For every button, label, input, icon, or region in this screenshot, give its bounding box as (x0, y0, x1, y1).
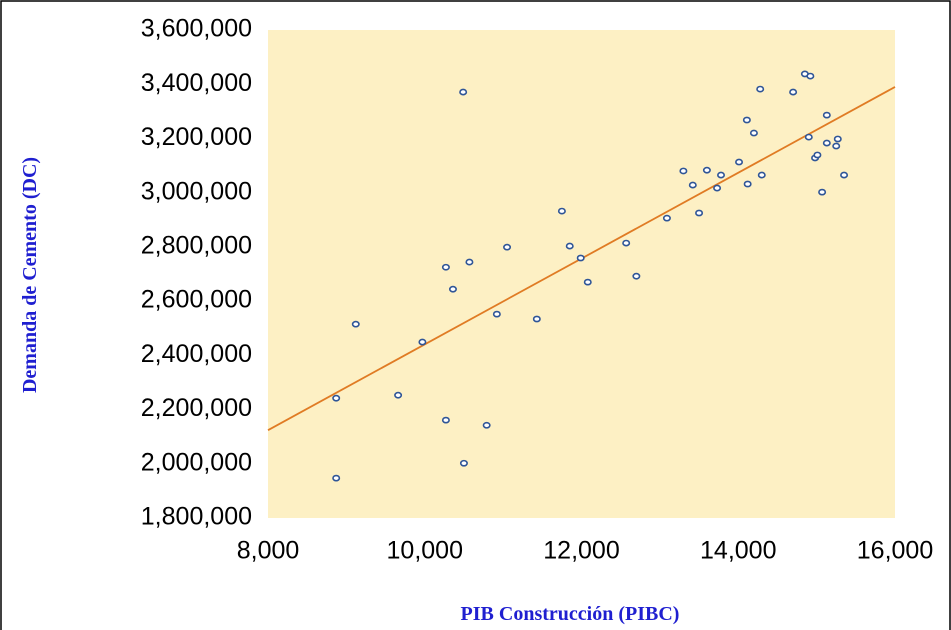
point (756, 85, 765, 93)
x-tick-label: 14,000 (700, 537, 776, 565)
point (840, 171, 849, 179)
point (441, 263, 450, 271)
point (332, 394, 341, 402)
point (679, 167, 688, 175)
y-tick-label: 3,000,000 (141, 177, 252, 205)
point (688, 181, 697, 189)
point (804, 133, 813, 141)
y-tick-label: 1,800,000 (141, 503, 252, 531)
y-tick-label: 2,600,000 (141, 286, 252, 314)
point (789, 88, 798, 96)
y-tick-label: 3,400,000 (141, 69, 252, 97)
point (743, 180, 752, 188)
point (459, 459, 468, 467)
point (818, 188, 827, 196)
point (448, 285, 457, 293)
y-tick-label: 2,200,000 (141, 394, 252, 422)
plot-area (268, 30, 895, 518)
point (757, 171, 766, 179)
point (662, 214, 671, 222)
point (557, 207, 566, 215)
point (492, 310, 501, 318)
point (418, 338, 427, 346)
point (822, 111, 831, 119)
point (465, 258, 474, 266)
point (332, 474, 341, 482)
point (813, 151, 822, 159)
point (822, 139, 831, 147)
point (832, 142, 841, 150)
y-tick-label: 3,200,000 (141, 123, 252, 151)
point (565, 242, 574, 250)
x-tick-label: 8,000 (237, 537, 300, 565)
point (713, 184, 722, 192)
x-axis-label: PIB Construcción (PIBC) (461, 603, 680, 625)
point (622, 239, 631, 247)
point (695, 209, 704, 217)
x-tick-label: 10,000 (387, 537, 463, 565)
y-tick-label: 3,600,000 (141, 15, 252, 43)
point (583, 278, 592, 286)
point (394, 391, 403, 399)
point (576, 254, 585, 262)
point (806, 72, 815, 80)
point (742, 116, 751, 124)
y-axis-label: Demanda de Cemento (DC) (19, 157, 41, 393)
point (351, 320, 360, 328)
point (702, 166, 711, 174)
point (717, 171, 726, 179)
y-tick-label: 2,000,000 (141, 448, 252, 476)
point (833, 135, 842, 143)
point (735, 158, 744, 166)
point (632, 272, 641, 280)
x-tick-label: 12,000 (543, 537, 619, 565)
point (532, 315, 541, 323)
point (749, 129, 758, 137)
point (503, 243, 512, 251)
x-tick-label: 16,000 (857, 537, 933, 565)
point (441, 416, 450, 424)
point (459, 88, 468, 96)
y-tick-label: 2,800,000 (141, 231, 252, 259)
y-tick-label: 2,400,000 (141, 340, 252, 368)
point (482, 421, 491, 429)
